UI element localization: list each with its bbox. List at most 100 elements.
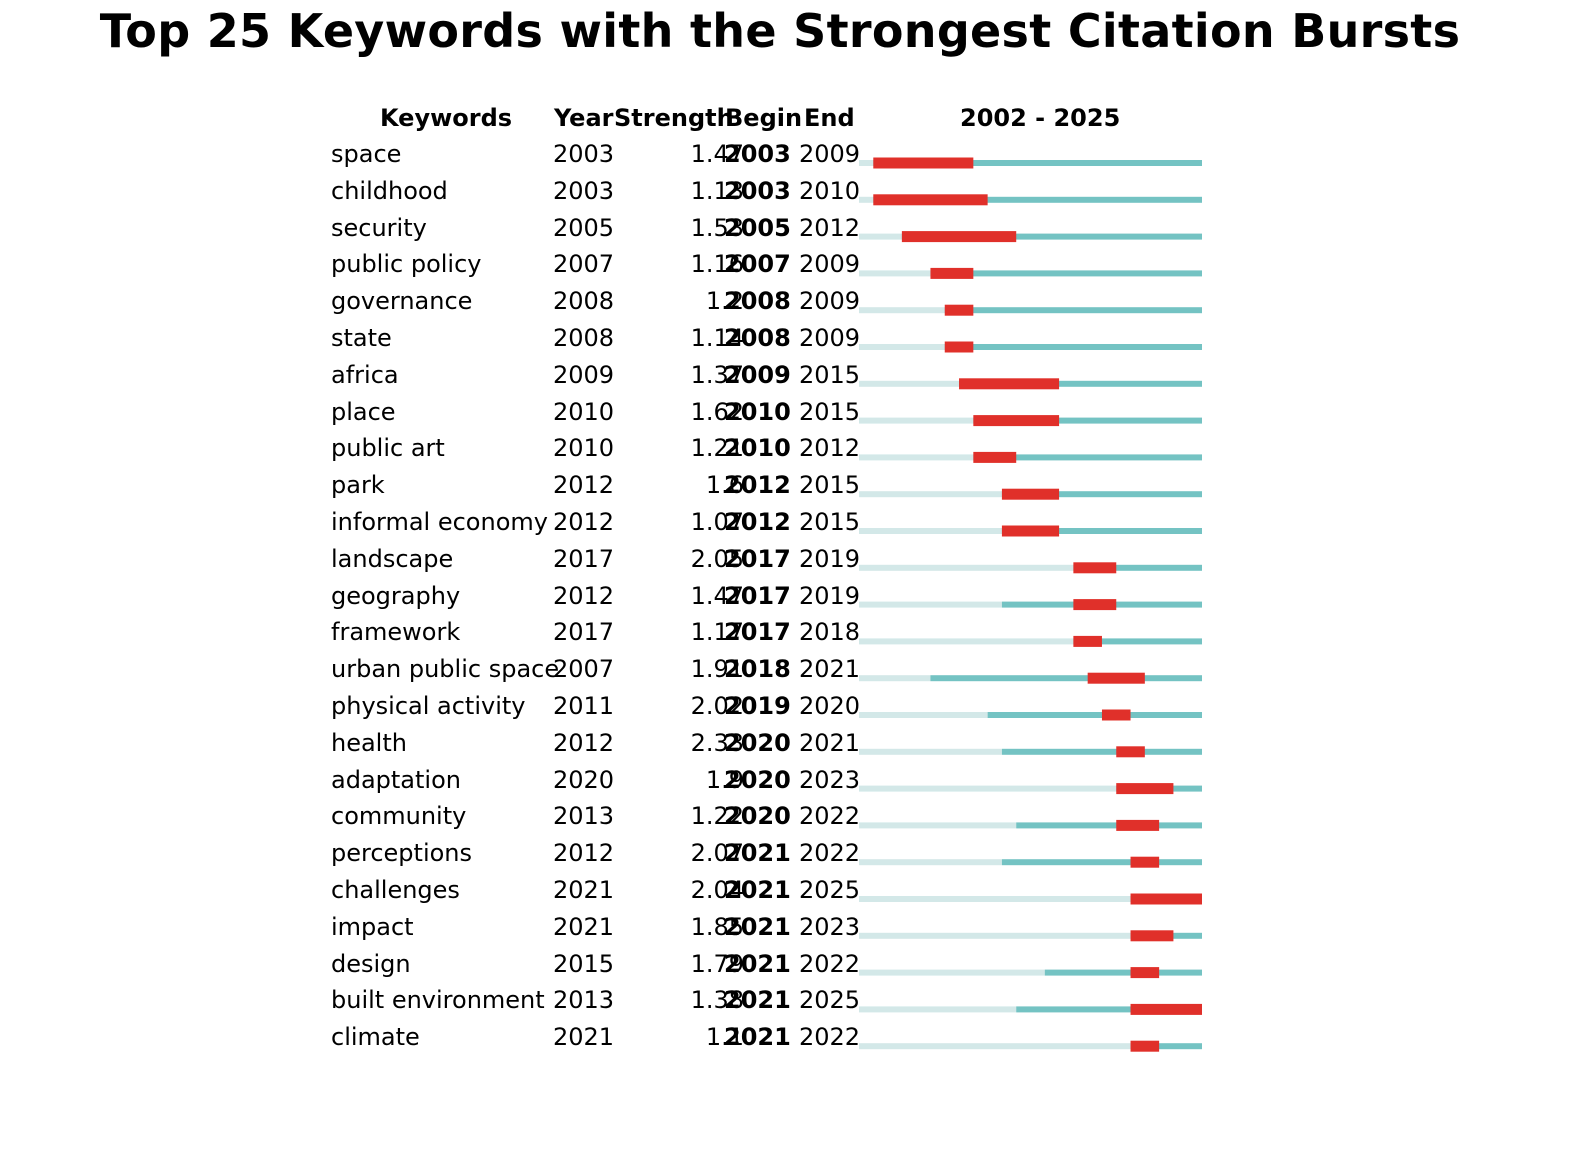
begin-cell: 2021 [724, 839, 791, 868]
keyword-cell: climate [331, 1023, 420, 1052]
end-cell: 2019 [799, 581, 861, 610]
pre-publication-bar [859, 160, 874, 166]
end-cell: 2021 [799, 728, 861, 757]
strength-cell: 1.22 [690, 802, 744, 831]
end-cell: 2020 [799, 692, 861, 720]
year-cell: 2017 [553, 544, 615, 573]
burst-bar [1073, 635, 1102, 647]
keyword-cell: landscape [331, 544, 454, 573]
active-period-bar [930, 675, 1202, 682]
keyword-cell: challenges [331, 876, 460, 904]
active-period-bar [1001, 748, 1202, 755]
strength-cell: 2.07 [690, 839, 744, 868]
begin-cell: 2007 [724, 250, 791, 279]
keyword-cell: health [331, 728, 407, 757]
begin-cell: 2010 [724, 397, 791, 426]
keyword-cell: state [331, 324, 392, 352]
burst-bar [1116, 746, 1145, 758]
keyword-cell: park [331, 471, 385, 500]
burst-bar [1130, 893, 1202, 905]
burst-bar [973, 451, 1017, 463]
year-cell: 2011 [553, 692, 615, 720]
strength-cell: 2.05 [690, 544, 744, 573]
strength-cell: 1.17 [690, 618, 744, 647]
strength-cell: 2.02 [690, 692, 744, 720]
end-cell: 2018 [799, 618, 861, 647]
begin-cell: 2008 [724, 324, 791, 352]
pre-publication-bar [859, 638, 1074, 645]
pre-publication-bar [859, 748, 1002, 755]
keyword-cell: space [331, 140, 402, 168]
year-cell: 2012 [553, 508, 615, 536]
year-cell: 2007 [553, 655, 615, 684]
keyword-cell: public policy [331, 250, 482, 279]
pre-publication-bar [859, 822, 1017, 829]
burst-bar [1001, 488, 1060, 500]
active-period-bar [873, 160, 1202, 166]
year-cell: 2010 [553, 397, 615, 426]
end-cell: 2022 [799, 839, 861, 868]
keyword-cell: security [331, 213, 427, 242]
active-period-bar [973, 417, 1202, 424]
strength-cell: 1.16 [690, 250, 744, 279]
keyword-cell: childhood [331, 176, 448, 205]
burst-bar [1073, 562, 1117, 574]
header-range: 2002 - 2025 [960, 104, 1121, 132]
end-cell: 2019 [799, 544, 861, 573]
strength-cell: 1.21 [690, 434, 744, 463]
keyword-cell: physical activity [331, 692, 526, 720]
strength-cell: 1.85 [690, 912, 744, 941]
end-cell: 2009 [799, 250, 861, 279]
active-period-bar [873, 196, 1202, 203]
active-period-bar [1044, 969, 1202, 976]
keyword-cell: urban public space [331, 655, 560, 684]
burst-bar [1130, 930, 1174, 942]
begin-cell: 2021 [724, 986, 791, 1015]
strength-cell: 2.04 [690, 876, 744, 904]
begin-cell: 2008 [724, 287, 791, 316]
burst-bar [1001, 525, 1060, 537]
begin-cell: 2021 [724, 1023, 791, 1052]
end-cell: 2012 [799, 213, 861, 242]
begin-cell: 2021 [724, 876, 791, 904]
end-cell: 2015 [799, 508, 861, 536]
active-period-bar [973, 454, 1202, 461]
pre-publication-bar [859, 196, 874, 203]
end-cell: 2023 [799, 765, 861, 794]
year-cell: 2012 [553, 728, 615, 757]
year-cell: 2005 [553, 213, 615, 242]
active-period-bar [1073, 638, 1202, 645]
year-cell: 2020 [553, 765, 615, 794]
active-period-bar [1016, 822, 1202, 829]
strength-cell: 1.79 [690, 949, 744, 978]
active-period-bar [1016, 1006, 1202, 1013]
end-cell: 2021 [799, 655, 861, 684]
begin-cell: 2003 [724, 140, 791, 168]
keyword-cell: place [331, 397, 396, 426]
keyword-cell: perceptions [331, 839, 473, 868]
end-cell: 2025 [799, 876, 861, 904]
keyword-cell: public art [331, 434, 445, 463]
keyword-cell: design [331, 949, 411, 978]
begin-cell: 2017 [724, 618, 791, 647]
pre-publication-bar [859, 969, 1045, 976]
pre-publication-bar [859, 1006, 1017, 1013]
burst-bar [959, 378, 1060, 390]
begin-cell: 2012 [724, 471, 791, 500]
burst-bar [873, 194, 988, 206]
burst-bar [1130, 856, 1160, 868]
begin-cell: 2005 [724, 213, 791, 242]
end-cell: 2009 [799, 287, 861, 316]
year-cell: 2013 [553, 986, 615, 1015]
year-cell: 2013 [553, 802, 615, 831]
begin-cell: 2009 [724, 360, 791, 389]
pre-publication-bar [859, 270, 931, 277]
active-period-bar [959, 380, 1202, 387]
pre-publication-bar [859, 417, 974, 424]
burst-bar [1130, 1040, 1160, 1052]
pre-publication-bar [859, 564, 1074, 571]
year-cell: 2009 [553, 360, 615, 389]
burst-bar [944, 341, 974, 353]
strength-cell: 1.2 [705, 287, 744, 316]
